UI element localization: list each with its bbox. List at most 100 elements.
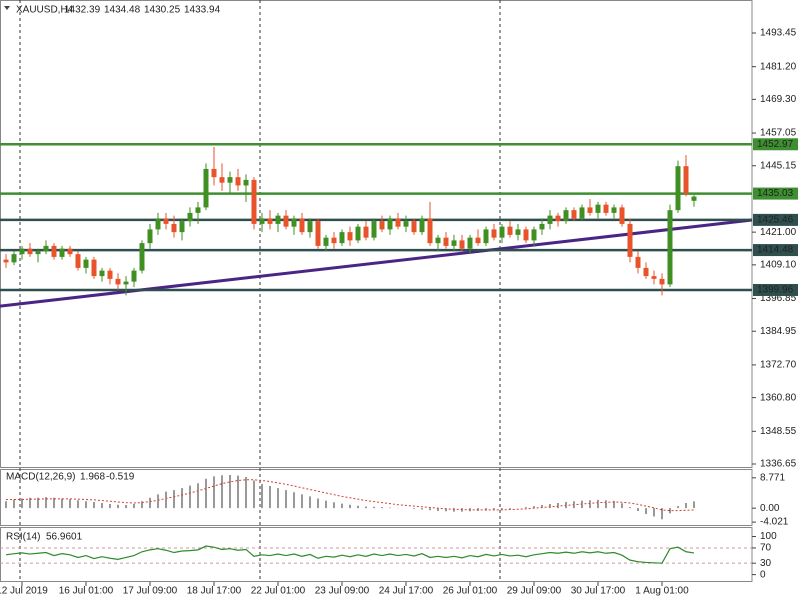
candle-body	[611, 207, 617, 213]
y-tick-label: 0.00	[760, 503, 780, 514]
y-tick-label: -4.021	[760, 517, 789, 528]
ohlc-value: 1430.25	[144, 5, 181, 16]
candle-body	[107, 270, 113, 279]
candle-body	[371, 221, 377, 238]
candle-body	[571, 210, 577, 219]
candle-body	[579, 207, 585, 219]
candle-body	[187, 212, 193, 222]
candle-body	[259, 218, 265, 224]
candle-body	[595, 204, 601, 213]
candle-body	[315, 221, 321, 246]
candle-body	[219, 177, 225, 183]
x-tick-label: 29 Jul 09:00	[507, 586, 562, 597]
candle-body	[459, 240, 465, 249]
candle-body	[547, 215, 553, 224]
candle-body	[203, 168, 209, 208]
macd-value: 1.968	[80, 472, 105, 483]
candle-body	[11, 254, 17, 263]
ohlc-value: 1434.48	[104, 5, 141, 16]
y-tick-label: 1493.45	[760, 28, 797, 39]
candle-body	[59, 248, 65, 257]
candle-body	[419, 218, 425, 233]
candle-body	[563, 210, 569, 222]
candle-body	[347, 232, 353, 241]
ohlc-value: 1432.39	[64, 5, 101, 16]
candle-body	[331, 237, 337, 244]
y-tick-label: 1481.20	[760, 61, 797, 72]
y-tick-label: 30	[760, 558, 772, 569]
collapse-icon	[4, 6, 10, 10]
candle-body	[155, 218, 161, 230]
candle-body	[395, 218, 401, 227]
candle-body	[171, 223, 177, 233]
candle-body	[483, 229, 489, 244]
candle-body	[51, 245, 57, 257]
candle-body	[35, 251, 41, 255]
candle-body	[667, 210, 673, 285]
level-label-box	[753, 213, 798, 226]
candle-body	[283, 215, 289, 227]
candle-body	[123, 281, 129, 285]
candle-body	[651, 276, 657, 279]
x-tick-label: 18 Jul 17:00	[187, 586, 242, 597]
ohlc-value: 1433.94	[184, 5, 221, 16]
level-label-box	[753, 187, 798, 200]
candle-body	[275, 215, 281, 224]
level-label: 1399.96	[757, 285, 794, 296]
trend-line	[0, 218, 753, 308]
candle-body	[619, 207, 625, 224]
candle-body	[27, 248, 33, 255]
candle-body	[435, 237, 441, 244]
candle-body	[515, 229, 521, 235]
candle-body	[443, 237, 449, 246]
candle-body	[363, 226, 369, 238]
candle-body	[163, 218, 169, 224]
y-tick-label: 1348.55	[760, 426, 797, 437]
candle-body	[323, 237, 329, 246]
candle-body	[379, 221, 385, 230]
candle-body	[475, 237, 481, 244]
x-tick-label: 30 Jul 17:00	[571, 586, 626, 597]
candle-body	[307, 221, 313, 233]
y-tick-label: 1384.95	[760, 326, 797, 337]
y-tick-label: 1336.65	[760, 459, 797, 470]
candle-body	[195, 207, 201, 213]
candle-body	[491, 229, 497, 238]
panel-frame	[0, 527, 753, 582]
candle-body	[675, 166, 681, 211]
rsi-value: 56.9601	[46, 532, 83, 543]
candle-body	[387, 218, 393, 230]
y-tick-label: 1421.00	[760, 227, 797, 238]
y-tick-label: 70	[760, 543, 772, 554]
y-tick-label: 1396.85	[760, 293, 797, 304]
candle-body	[267, 218, 273, 224]
candle-body	[467, 237, 473, 249]
y-tick-label: 0	[760, 569, 766, 580]
y-tick-label: 100	[760, 531, 777, 542]
candle-body	[683, 166, 689, 194]
candle-body	[139, 243, 145, 271]
x-tick-label: 24 Jul 17:00	[379, 586, 434, 597]
candle-body	[507, 226, 513, 235]
candle-body	[99, 270, 105, 277]
level-label: 1452.97	[757, 139, 794, 150]
candle-body	[499, 226, 505, 238]
candle-body	[603, 204, 609, 213]
candle-body	[411, 221, 417, 233]
macd-name: MACD(12,26,9)	[6, 472, 75, 483]
y-tick-label: 1457.05	[760, 128, 797, 139]
y-tick-label: 1409.10	[760, 259, 797, 270]
x-tick-label: 23 Jul 09:00	[315, 586, 370, 597]
level-label: 1425.46	[757, 215, 794, 226]
x-tick-label: 12 Jul 2019	[0, 586, 48, 597]
level-label: 1435.03	[757, 188, 794, 199]
candle-body	[251, 179, 257, 224]
symbol: XAUUSD,H4	[16, 5, 74, 16]
level-label-box	[753, 283, 798, 296]
macd-signal	[6, 479, 695, 512]
candle-body	[291, 218, 297, 227]
candle-body	[75, 254, 81, 268]
candle-body	[227, 177, 233, 183]
candle-body	[659, 278, 665, 285]
candle-body	[531, 229, 537, 241]
